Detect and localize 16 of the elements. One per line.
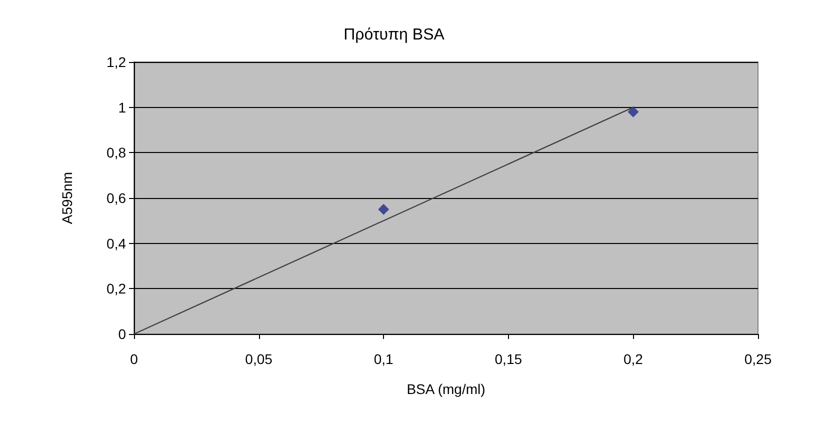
y-tick-label: 0 bbox=[118, 326, 126, 342]
y-tick-label: 1,2 bbox=[106, 54, 126, 70]
x-axis-title: BSA (mg/ml) bbox=[406, 381, 486, 397]
y-tick-label: 0,6 bbox=[106, 190, 126, 206]
y-tick-label: 0,8 bbox=[106, 144, 126, 161]
x-tick-label: 0,2 bbox=[623, 351, 644, 367]
x-tick-label: 0,1 bbox=[374, 351, 394, 367]
y-tick-label: 0,2 bbox=[106, 280, 126, 297]
y-tick-label: 0,4 bbox=[106, 235, 126, 252]
x-tick-label: 0 bbox=[130, 351, 138, 367]
y-tick-label: 1 bbox=[118, 99, 126, 116]
x-tick-label: 0,05 bbox=[245, 351, 273, 367]
x-tick-label: 0,15 bbox=[494, 351, 522, 367]
chart-title: Πρότυπη BSA bbox=[344, 26, 445, 44]
y-axis-title: A595nm bbox=[59, 172, 75, 224]
x-tick-label: 0,25 bbox=[744, 351, 772, 367]
